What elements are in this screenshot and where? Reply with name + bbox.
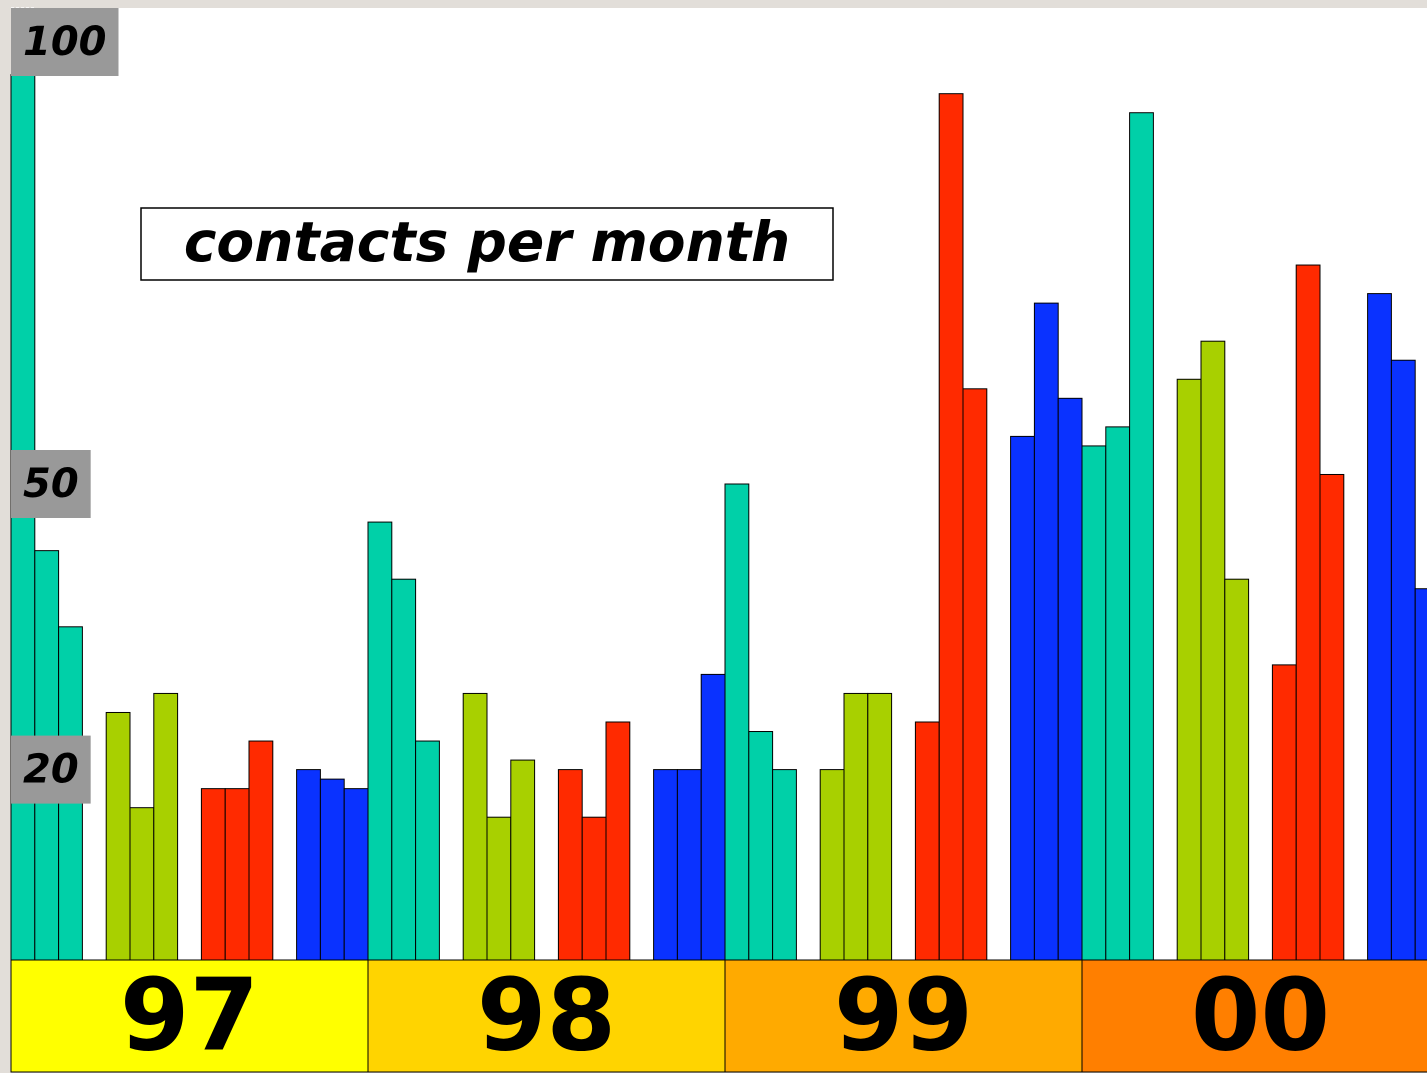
- bar: [248, 740, 274, 961]
- bar: [296, 769, 321, 961]
- bar: [1105, 426, 1131, 961]
- year-cell: [10, 959, 369, 1073]
- title-box: [140, 207, 834, 281]
- chart-title: contacts per month: [184, 210, 790, 274]
- bar: [819, 769, 845, 961]
- bar: [1295, 264, 1321, 961]
- x-tick-label: 98: [477, 956, 616, 1073]
- bar: [748, 731, 774, 961]
- y-tick-box: [11, 8, 119, 76]
- bar: [962, 388, 988, 961]
- bar: [1057, 397, 1083, 961]
- bar: [653, 769, 678, 961]
- x-tick-label: 99: [834, 956, 973, 1073]
- bar: [700, 673, 726, 961]
- bar: [1390, 359, 1416, 961]
- bar: [1319, 473, 1345, 961]
- bar: [319, 778, 345, 961]
- bar: [415, 740, 440, 961]
- year-cell: [724, 959, 1083, 1073]
- bar: [1129, 112, 1154, 961]
- bar: [129, 807, 155, 961]
- bar: [724, 483, 750, 961]
- y-tick-box: [11, 450, 91, 518]
- bar: [153, 692, 179, 961]
- bar: [1200, 340, 1226, 961]
- bar: [605, 721, 631, 961]
- y-tick-box: [11, 735, 91, 804]
- year-cell: [367, 959, 726, 1073]
- bar: [510, 759, 536, 961]
- bar: [200, 788, 226, 961]
- year-cell: [1081, 959, 1427, 1073]
- bar: [105, 711, 131, 961]
- bar: [486, 816, 512, 961]
- bar: [1010, 435, 1035, 961]
- y-tick-label: 20: [23, 747, 79, 793]
- bar: [938, 93, 964, 961]
- bar: [581, 816, 607, 961]
- bar: [1081, 445, 1107, 961]
- bar: [914, 721, 940, 961]
- bar: [391, 578, 417, 961]
- y-tick-label: 100: [23, 19, 107, 65]
- y-ticks: 20 50 100: [11, 7, 119, 804]
- bar: [676, 769, 702, 961]
- year-band: 97 98 99 00: [10, 956, 1427, 1073]
- bar: [772, 769, 797, 961]
- bar: [343, 788, 369, 961]
- bar: [367, 521, 393, 961]
- bar: [867, 692, 893, 961]
- y-tick-label: 50: [23, 461, 79, 507]
- bar: [224, 788, 250, 961]
- bar: [1367, 293, 1392, 961]
- bar: [557, 769, 583, 961]
- bar: [1271, 664, 1297, 961]
- bar: [843, 692, 869, 961]
- bar: [1224, 578, 1250, 961]
- bar: [1176, 378, 1202, 961]
- bar: [462, 692, 488, 961]
- bar: [1033, 302, 1059, 961]
- x-tick-label: 97: [120, 956, 259, 1073]
- bar: [1414, 588, 1427, 961]
- x-tick-label: 00: [1191, 956, 1330, 1073]
